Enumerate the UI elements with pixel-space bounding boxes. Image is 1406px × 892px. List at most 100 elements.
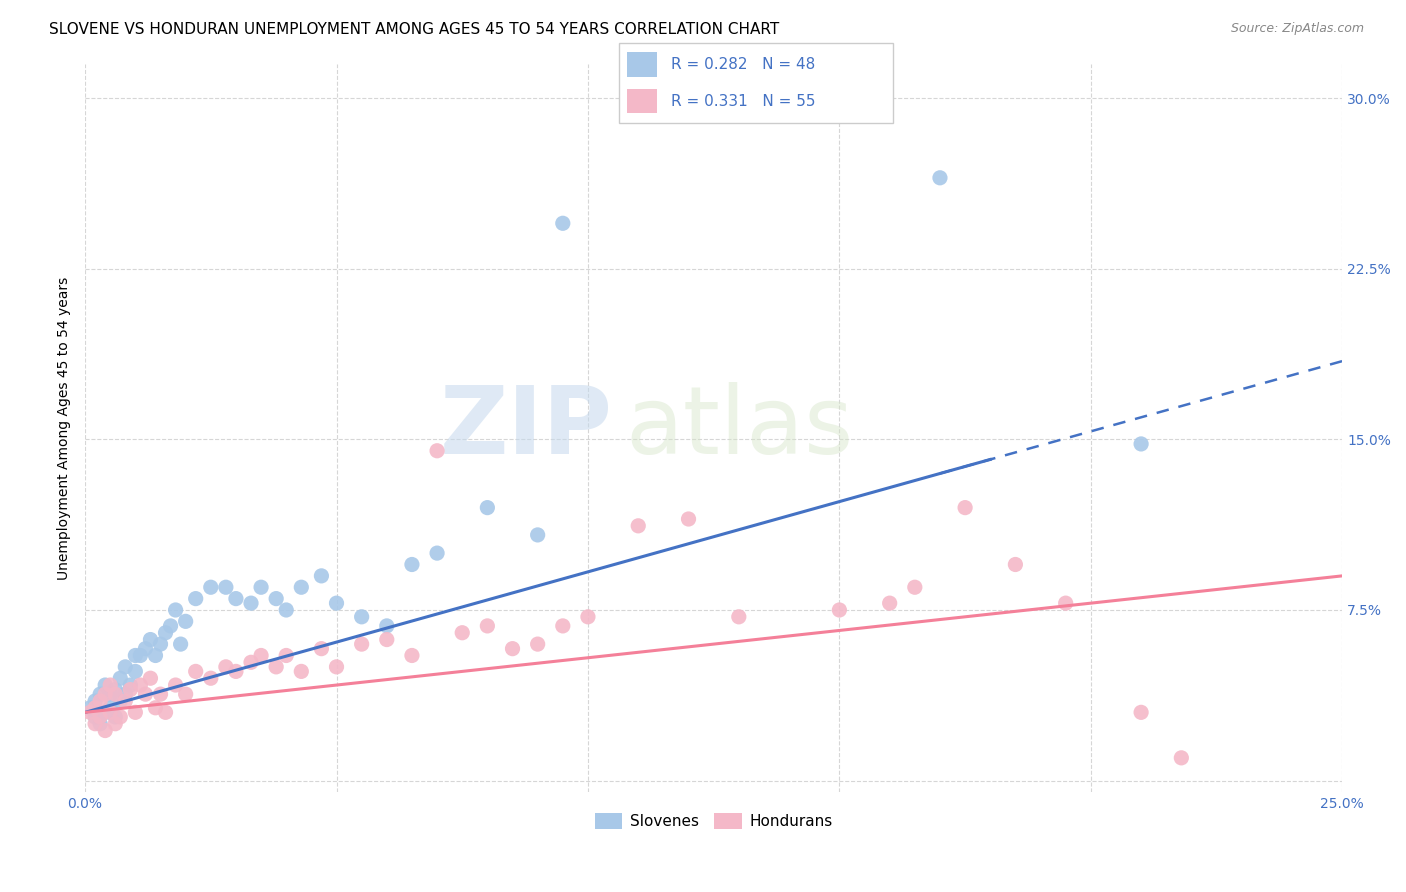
Point [89, 710, 111, 724]
Point [94, 678, 117, 692]
Point [94, 687, 117, 701]
Point [240, 596, 263, 610]
Point [879, 596, 901, 610]
Point [184, 591, 207, 606]
Point [1054, 596, 1077, 610]
Point [276, 603, 298, 617]
Point [129, 648, 152, 663]
Point [929, 170, 952, 185]
Point [155, 625, 177, 640]
Point [145, 648, 167, 663]
Point [426, 443, 449, 458]
Point [94, 723, 117, 738]
Point [89, 716, 111, 731]
Point [149, 687, 172, 701]
Point [215, 580, 238, 594]
Point [84, 716, 107, 731]
Point [1004, 558, 1026, 572]
Point [250, 580, 273, 594]
Point [526, 528, 548, 542]
Point [89, 687, 111, 701]
Point [84, 700, 107, 714]
Point [110, 671, 132, 685]
Point [139, 632, 162, 647]
Point [200, 671, 222, 685]
Point [98, 706, 121, 720]
Point [94, 706, 117, 720]
Point [264, 591, 287, 606]
Text: R = 0.331   N = 55: R = 0.331 N = 55 [671, 94, 815, 109]
Point [225, 665, 247, 679]
Point [79, 706, 101, 720]
Point [134, 641, 156, 656]
Point [1130, 437, 1153, 451]
Point [627, 518, 650, 533]
Point [350, 637, 373, 651]
Point [98, 687, 121, 701]
Point [451, 625, 474, 640]
Point [98, 678, 121, 692]
Text: ZIP: ZIP [440, 382, 613, 474]
Point [165, 603, 187, 617]
Point [159, 619, 181, 633]
Point [120, 682, 142, 697]
Point [120, 678, 142, 692]
Point [124, 665, 146, 679]
Point [401, 558, 423, 572]
Point [110, 710, 132, 724]
Text: SLOVENE VS HONDURAN UNEMPLOYMENT AMONG AGES 45 TO 54 YEARS CORRELATION CHART: SLOVENE VS HONDURAN UNEMPLOYMENT AMONG A… [49, 22, 779, 37]
Point [678, 512, 700, 526]
Point [149, 637, 172, 651]
Text: R = 0.282   N = 48: R = 0.282 N = 48 [671, 57, 815, 72]
Point [110, 694, 132, 708]
Point [98, 700, 121, 714]
FancyBboxPatch shape [619, 43, 893, 123]
Point [401, 648, 423, 663]
Point [311, 569, 333, 583]
Point [114, 687, 136, 701]
Point [114, 660, 136, 674]
Point [502, 641, 524, 656]
Point [250, 648, 273, 663]
Y-axis label: Unemployment Among Ages 45 to 54 years: Unemployment Among Ages 45 to 54 years [58, 277, 72, 580]
Point [953, 500, 976, 515]
Point [145, 700, 167, 714]
Point [325, 596, 347, 610]
Point [325, 660, 347, 674]
Point [114, 694, 136, 708]
Point [350, 609, 373, 624]
Point [174, 687, 197, 701]
Point [727, 609, 749, 624]
Point [311, 641, 333, 656]
Point [104, 682, 127, 697]
Point [174, 615, 197, 629]
Legend: Slovenes, Hondurans: Slovenes, Hondurans [589, 806, 839, 835]
Point [551, 619, 574, 633]
Point [375, 632, 398, 647]
Point [200, 580, 222, 594]
Point [124, 648, 146, 663]
Point [576, 609, 599, 624]
Point [104, 687, 127, 701]
Point [124, 706, 146, 720]
Point [551, 216, 574, 230]
Bar [627, 53, 657, 77]
Point [290, 580, 312, 594]
Point [904, 580, 927, 594]
Point [89, 694, 111, 708]
Point [84, 710, 107, 724]
Point [526, 637, 548, 651]
Point [84, 694, 107, 708]
Bar [627, 89, 657, 113]
Point [104, 710, 127, 724]
Point [1170, 751, 1192, 765]
Point [215, 660, 238, 674]
Point [139, 671, 162, 685]
Point [276, 648, 298, 663]
Point [225, 591, 247, 606]
Point [104, 716, 127, 731]
Point [169, 637, 191, 651]
Point [290, 665, 312, 679]
Point [184, 665, 207, 679]
Point [375, 619, 398, 633]
